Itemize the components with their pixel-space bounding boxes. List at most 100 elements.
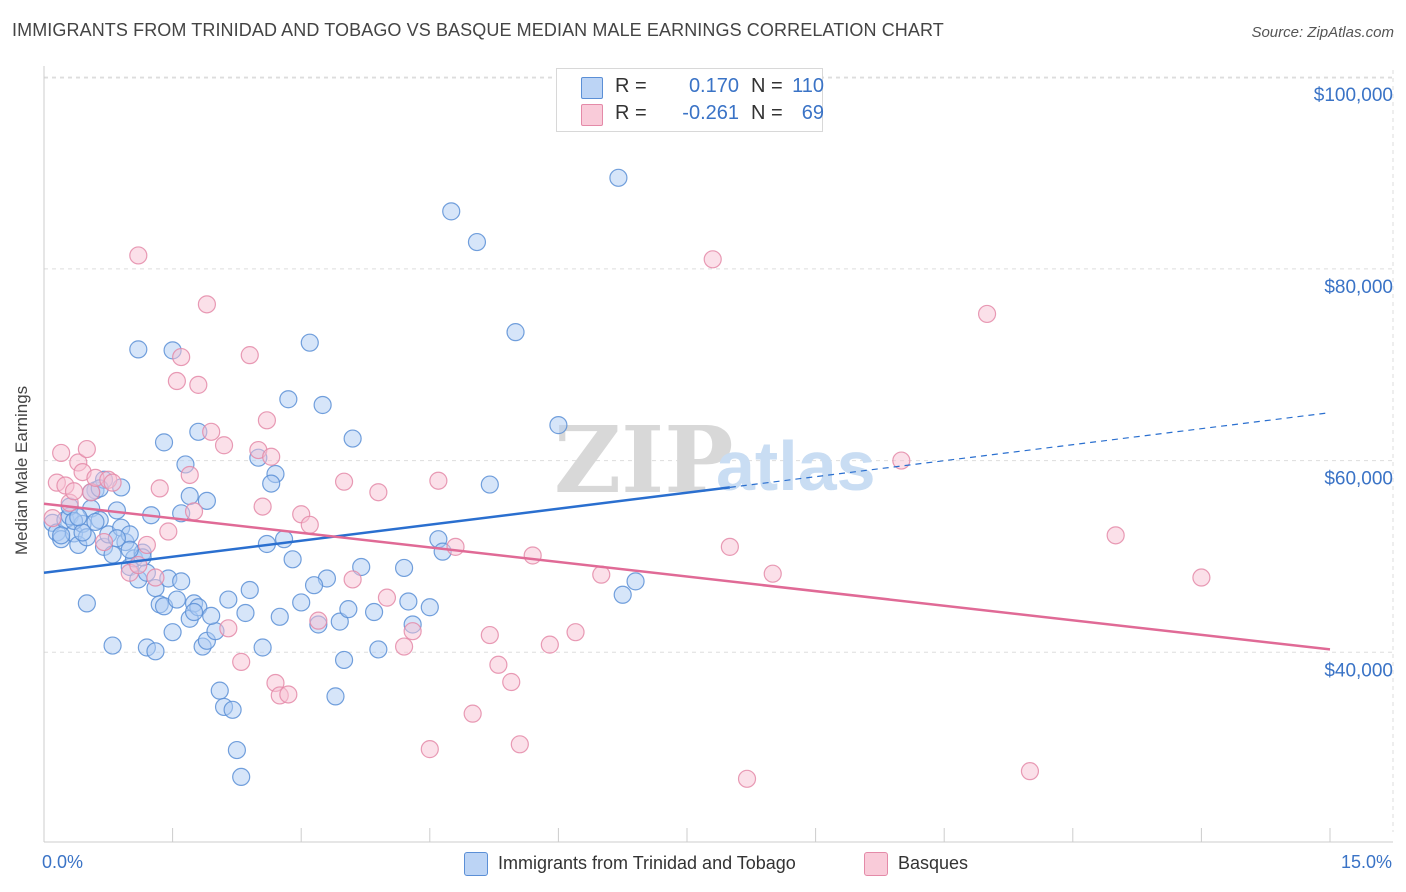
- point-basques: [1192, 568, 1211, 587]
- point-immigrants: [77, 594, 96, 613]
- bottom-legend-label: Immigrants from Trinidad and Tobago: [498, 853, 796, 873]
- point-immigrants: [219, 590, 238, 609]
- y-tick-label: $60,000: [1324, 469, 1393, 490]
- chart-source: Source: ZipAtlas.com: [1251, 24, 1394, 41]
- chart-title: IMMIGRANTS FROM TRINIDAD AND TOBAGO VS B…: [12, 20, 944, 40]
- point-immigrants: [300, 333, 319, 352]
- point-immigrants: [197, 491, 216, 510]
- point-basques: [309, 611, 328, 630]
- point-basques: [720, 537, 739, 556]
- point-basques: [184, 502, 204, 521]
- point-immigrants: [420, 598, 439, 617]
- point-immigrants: [270, 607, 289, 626]
- legend-swatch-pink: [864, 852, 888, 876]
- point-immigrants: [506, 323, 525, 342]
- point-basques: [1020, 762, 1040, 781]
- point-basques: [202, 422, 221, 441]
- point-immigrants: [154, 433, 174, 452]
- point-immigrants: [210, 681, 229, 700]
- x-tick-label-max: 15.0%: [1340, 852, 1392, 872]
- point-immigrants: [163, 623, 182, 642]
- point-basques: [763, 564, 782, 583]
- point-basques: [232, 652, 251, 671]
- point-immigrants: [86, 512, 105, 532]
- point-basques: [369, 483, 388, 502]
- point-basques: [197, 295, 216, 314]
- point-immigrants: [274, 530, 294, 549]
- point-basques: [219, 619, 238, 638]
- correlation-legend: R = 0.170 N = 110 R = -0.261 N = 69: [556, 68, 824, 132]
- y-tick-label: $80,000: [1324, 277, 1393, 298]
- trend-lines: [43, 412, 1331, 651]
- point-immigrants: [369, 640, 388, 659]
- point-immigrants: [442, 202, 461, 221]
- point-basques: [502, 672, 521, 692]
- point-immigrants: [352, 557, 371, 577]
- point-basques: [403, 622, 422, 641]
- point-immigrants: [549, 416, 568, 435]
- point-immigrants: [330, 612, 349, 631]
- point-immigrants: [232, 767, 251, 787]
- trend-line-immigrants: [43, 486, 731, 574]
- point-basques: [334, 472, 354, 491]
- watermark-zip: ZIP: [554, 406, 733, 514]
- point-basques: [540, 635, 559, 654]
- point-basques: [279, 685, 298, 704]
- point-basques: [343, 570, 362, 589]
- point-basques: [94, 532, 114, 552]
- point-immigrants: [73, 523, 92, 542]
- point-basques: [137, 535, 156, 555]
- point-immigrants: [223, 700, 242, 719]
- point-basques: [737, 769, 757, 788]
- point-basques: [103, 473, 122, 492]
- bottom-legend-label: Basques: [898, 853, 969, 873]
- point-immigrants: [326, 687, 345, 706]
- point-immigrants: [399, 592, 418, 611]
- data-points: [43, 168, 1211, 788]
- point-immigrants: [129, 340, 148, 359]
- point-immigrants: [227, 740, 246, 760]
- point-immigrants: [313, 395, 332, 415]
- point-immigrants: [180, 486, 199, 506]
- point-immigrants: [343, 429, 362, 448]
- y-tick-labels: $40,000 $60,000 $80,000 $100,000: [1314, 85, 1393, 681]
- point-immigrants: [613, 585, 632, 604]
- point-immigrants: [167, 590, 186, 609]
- point-immigrants: [103, 636, 122, 655]
- point-basques: [394, 637, 414, 656]
- point-basques: [703, 250, 722, 269]
- point-basques: [167, 371, 186, 391]
- point-basques: [146, 568, 165, 587]
- point-immigrants: [146, 642, 165, 661]
- point-basques: [510, 735, 529, 754]
- point-basques: [1106, 526, 1125, 545]
- point-immigrants: [480, 475, 499, 494]
- y-tick-label: $40,000: [1324, 660, 1393, 681]
- legend-swatch-blue: [464, 852, 488, 876]
- point-basques: [172, 347, 191, 367]
- point-basques: [420, 740, 439, 759]
- point-basques: [480, 625, 499, 645]
- point-basques: [523, 546, 542, 565]
- point-immigrants: [236, 603, 255, 623]
- point-basques: [77, 439, 96, 459]
- point-immigrants: [262, 474, 281, 493]
- point-basques: [180, 465, 199, 485]
- point-basques: [150, 479, 169, 498]
- point-immigrants: [394, 558, 414, 578]
- point-basques: [189, 375, 208, 394]
- point-immigrants: [253, 638, 272, 657]
- legend-swatch-blue: [581, 77, 603, 99]
- point-basques: [257, 411, 277, 430]
- point-immigrants: [364, 602, 384, 622]
- point-basques: [52, 443, 71, 463]
- legend-r-value: 0.170: [688, 75, 739, 97]
- legend-r-value: -0.261: [682, 102, 739, 124]
- axes: [43, 66, 1393, 843]
- point-immigrants: [279, 390, 298, 409]
- legend-n-value: 69: [801, 102, 824, 124]
- legend-r-label: R =: [615, 75, 647, 97]
- legend-swatch-pink: [581, 104, 603, 126]
- point-basques: [64, 482, 84, 501]
- point-immigrants: [184, 602, 204, 622]
